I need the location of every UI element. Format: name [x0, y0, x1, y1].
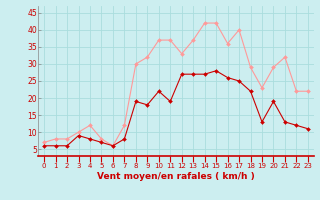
X-axis label: Vent moyen/en rafales ( km/h ): Vent moyen/en rafales ( km/h ) — [97, 172, 255, 181]
